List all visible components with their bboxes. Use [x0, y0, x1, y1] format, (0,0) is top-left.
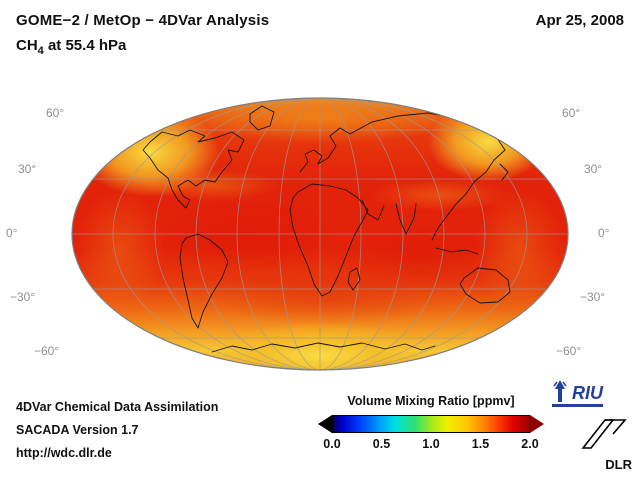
- attribution-url: http://wdc.dlr.de: [16, 446, 112, 460]
- formula-prefix: CH: [16, 37, 38, 54]
- lat-label-left-m60: −60°: [34, 344, 60, 358]
- lat-label-right-30: 30°: [584, 162, 603, 176]
- colorbar-ticks: 0.0 0.5 1.0 1.5 2.0: [323, 437, 538, 453]
- colorbar-tick-2: 1.0: [422, 437, 440, 451]
- dlr-logo: DLR: [576, 416, 632, 472]
- colorbar-tick-4: 2.0: [521, 437, 539, 451]
- colorbar-tick-1: 0.5: [372, 437, 391, 451]
- riu-tower-icon: [553, 380, 567, 402]
- attribution-line-1: 4DVar Chemical Data Assimilation: [16, 400, 219, 414]
- formula-rest: at 55.4 hPa: [43, 37, 127, 54]
- riu-logo: RIU: [552, 378, 603, 407]
- lat-label-right-0: 0°: [598, 226, 610, 240]
- riu-logo-text: RIU: [572, 383, 603, 403]
- colorbar-title: Volume Mixing Ratio [ppmv]: [347, 394, 515, 408]
- lat-label-left-0: 0°: [6, 226, 18, 240]
- colorbar: Volume Mixing Ratio [ppmv] 0.0 0.5 1.0 1…: [318, 394, 544, 453]
- dlr-logo-text: DLR: [605, 457, 632, 472]
- lat-label-right-m60: −60°: [556, 344, 582, 358]
- formula-subscript: 4: [37, 45, 44, 57]
- colorbar-tick-3: 1.5: [471, 437, 490, 451]
- dlr-emblem-icon: [581, 419, 627, 449]
- lat-label-left-30: 30°: [18, 162, 37, 176]
- colorbar-gradient: [332, 415, 530, 433]
- colorbar-tick-0: 0.0: [323, 437, 341, 451]
- attribution-block: 4DVar Chemical Data Assimilation SACADA …: [16, 400, 218, 469]
- figure-date: Apr 25, 2008: [535, 12, 624, 29]
- attribution-line-2: SACADA Version 1.7: [16, 423, 139, 437]
- continent-outlines: [142, 105, 511, 353]
- figure-subtitle: CH4 at 55.4 hPa: [16, 37, 269, 57]
- lat-label-right-60: 60°: [562, 106, 581, 120]
- lat-label-left-60: 60°: [46, 106, 65, 120]
- map-outline: [71, 97, 569, 371]
- colorbar-right-arrow-icon: [530, 415, 544, 433]
- colorbar-bar-row: [318, 415, 544, 433]
- colorbar-left-arrow-icon: [318, 415, 332, 433]
- lat-label-left-m30: −30°: [10, 290, 36, 304]
- figure-title: GOME−2 / MetOp − 4DVar Analysis: [16, 12, 270, 29]
- header: GOME−2 / MetOp − 4DVar Analysis CH4 at 5…: [16, 12, 269, 57]
- lat-label-right-m30: −30°: [580, 290, 606, 304]
